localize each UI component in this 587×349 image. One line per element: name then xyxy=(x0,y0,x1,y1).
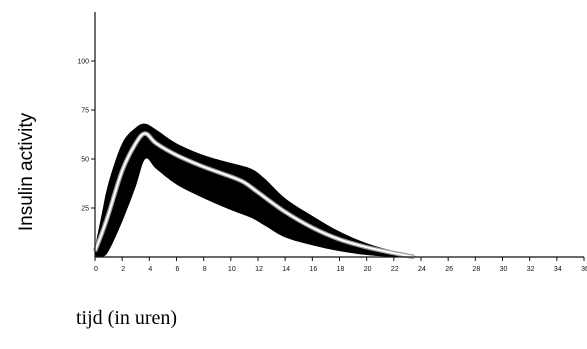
mean-curve xyxy=(94,132,415,258)
x-tick-label: 2 xyxy=(121,266,125,273)
x-tick-label: 20 xyxy=(364,266,372,273)
x-tick-label: 0 xyxy=(94,266,98,273)
x-tick-label: 34 xyxy=(554,266,562,273)
x-tick-label: 6 xyxy=(176,266,180,273)
x-axis-label: tijd (in uren) xyxy=(76,307,177,329)
x-tick-label: 32 xyxy=(527,266,535,273)
x-tick-label: 24 xyxy=(418,266,426,273)
x-tick-label: 28 xyxy=(472,266,480,273)
x-tick-label: 4 xyxy=(148,266,152,273)
axes xyxy=(94,12,584,258)
y-tick-label: 25 xyxy=(81,206,89,213)
x-tick-label: 18 xyxy=(337,266,345,273)
tick-marks: 0 2 4 6 8 10 12 14 16 18 20 22 24 26 28 30 32 34 362550751… xyxy=(77,59,587,274)
x-tick-label: 8 xyxy=(203,266,207,273)
y-tick-label: 50 xyxy=(81,157,89,164)
x-tick-label: 12 xyxy=(255,266,263,273)
y-axis-label: Insulin activity xyxy=(16,112,37,231)
x-tick-label: 36 xyxy=(581,266,587,273)
y-tick-label: 100 xyxy=(77,59,89,66)
x-tick-label: 14 xyxy=(282,266,290,273)
y-tick-label: 75 xyxy=(81,108,89,115)
x-tick-label: 26 xyxy=(445,266,453,273)
plot-area xyxy=(92,123,419,260)
x-tick-label: 30 xyxy=(500,266,508,273)
x-tick-label: 16 xyxy=(309,266,317,273)
x-tick-label: 10 xyxy=(228,266,236,273)
x-tick-label: 22 xyxy=(391,266,399,273)
